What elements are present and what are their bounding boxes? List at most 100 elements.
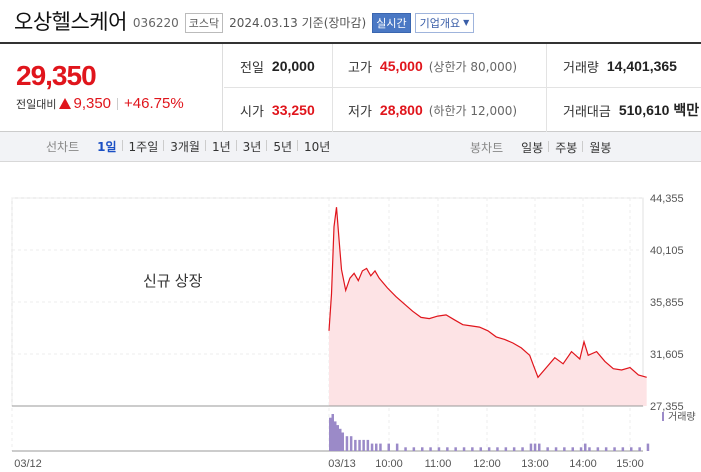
volume-bar: [345, 436, 349, 451]
tab-5y[interactable]: 5년: [266, 138, 298, 155]
y-tick-label: 27,355: [650, 401, 684, 413]
prev-close-label: 전일: [240, 60, 264, 76]
tab-1y[interactable]: 1년: [204, 138, 237, 155]
volume-bar: [554, 447, 558, 451]
grid-lines: [11, 197, 643, 451]
volume-bar: [395, 443, 399, 451]
volume-bar: [421, 447, 424, 451]
y-tick-label: 44,355: [650, 193, 684, 205]
volume-bar: [429, 447, 432, 451]
volume-legend-label: 거래량: [668, 411, 696, 423]
volume-bar: [584, 443, 587, 451]
volume-bar: [588, 447, 591, 451]
volume-bar: [496, 447, 499, 451]
divider: [546, 44, 547, 132]
candle-tabs: 봉차트 일봉 주봉 월봉: [470, 132, 617, 162]
tab-daily[interactable]: 일봉: [521, 140, 544, 155]
tab-3y[interactable]: 3년: [235, 138, 268, 155]
x-tick-label: 12:00: [473, 458, 501, 470]
x-axis-ticks: 03/12 03/13 10:00 11:00 12:00 13:00 14:00 15:00: [14, 458, 644, 470]
volume-bar: [596, 447, 600, 451]
high-value: 45,000: [379, 58, 423, 74]
x-tick-label: 14:00: [569, 458, 597, 470]
volume-bar: [479, 447, 482, 451]
volume-bar: [533, 443, 537, 451]
volume-value: 14,401,365: [606, 58, 677, 74]
volume-bar: [331, 414, 334, 451]
company-overview-button[interactable]: 기업개요 ▼: [414, 12, 475, 33]
realtime-button[interactable]: 실시간: [372, 12, 411, 33]
volume-bar: [366, 439, 370, 451]
turnover-label: 거래대금: [563, 104, 611, 120]
volume-bar: [621, 447, 625, 451]
tab-weekly[interactable]: 주봉: [548, 139, 583, 156]
volume-bar: [437, 447, 441, 451]
volume-bar: [379, 443, 382, 451]
y-tick-label: 31,605: [650, 349, 684, 361]
prev-close-value: 20,000: [271, 58, 315, 74]
divider: [332, 44, 333, 132]
volume-bar: [563, 447, 566, 451]
volume-bar: [354, 439, 357, 451]
prev-close-cell: 전일 20,000: [240, 44, 315, 88]
open-cell: 시가 33,250: [240, 88, 315, 132]
x-tick-label: 03/13: [328, 458, 356, 470]
low-label: 저가: [348, 104, 372, 120]
stock-header: 오상헬스케어 036220 코스닥 2024.03.13 기준(장마감) 실시간…: [0, 0, 701, 44]
tab-1d[interactable]: 1일: [97, 140, 117, 154]
change-percent: +46.75%: [124, 95, 184, 112]
volume-bars: [329, 414, 650, 451]
new-listing-annotation: 신규 상장: [143, 273, 203, 290]
turnover-cell: 거래대금 510,610 백만: [563, 88, 699, 132]
volume-bar: [329, 417, 332, 451]
chevron-down-icon: ▼: [463, 18, 470, 27]
x-tick-label: 13:00: [521, 458, 549, 470]
market-badge: 코스닥: [184, 12, 224, 33]
upper-limit: (상한가 80,000): [428, 59, 518, 74]
volume-label: 거래량: [563, 60, 599, 76]
tab-3m[interactable]: 3개월: [163, 138, 206, 155]
volume-bar: [349, 436, 353, 451]
stats-row-1: 전일 20,000 고가 45,000 (상한가 80,000) 거래량 14,…: [224, 44, 701, 88]
low-cell: 저가 28,800 (하한가 12,000): [348, 88, 517, 132]
price-change-row: 전일대비 9,350 +46.75%: [16, 95, 184, 112]
volume-bar: [546, 447, 549, 451]
as-of-date: 2024.03.13 기준(장마감): [229, 16, 367, 30]
volume-bar: [613, 447, 616, 451]
volume-bar: [412, 447, 416, 451]
current-price: 29,350: [16, 60, 97, 91]
y-tick-label: 35,855: [650, 297, 684, 309]
x-tick-label: 15:00: [616, 458, 644, 470]
low-value: 28,800: [379, 102, 423, 118]
volume-bar: [336, 425, 339, 451]
volume-bar: [404, 447, 407, 451]
open-label: 시가: [240, 104, 264, 120]
tab-10y[interactable]: 10년: [297, 138, 336, 155]
volume-legend-swatch: [662, 412, 664, 421]
lower-limit: (하한가 12,000): [428, 103, 518, 118]
volume-bar: [529, 443, 533, 451]
volume-bar: [604, 447, 608, 451]
high-label: 고가: [348, 60, 372, 76]
tab-monthly[interactable]: 월봉: [582, 139, 617, 156]
volume-bar: [387, 443, 390, 451]
volume-bar: [370, 443, 374, 451]
volume-bar: [334, 421, 337, 451]
x-tick-label: 10:00: [375, 458, 403, 470]
volume-bar: [362, 439, 365, 451]
x-tick-label: 11:00: [425, 458, 452, 470]
tab-1w[interactable]: 1주일: [121, 138, 165, 155]
volume-bar: [638, 447, 641, 451]
volume-bar: [375, 443, 378, 451]
price-chart: 신규 상장 44,355 40,105 35,855 31,605 27,355 거래량…: [0, 162, 701, 472]
volume-bar: [646, 443, 650, 451]
volume-bar: [504, 447, 508, 451]
volume-bar: [471, 447, 474, 451]
company-overview-label: 기업개요: [419, 16, 461, 30]
change-label: 전일대비: [16, 97, 57, 111]
divider: [117, 97, 119, 110]
line-chart-label: 선차트: [46, 140, 80, 154]
change-value: 9,350: [73, 95, 112, 112]
price-line: [328, 207, 647, 379]
x-tick-label: 03/12: [14, 458, 42, 470]
